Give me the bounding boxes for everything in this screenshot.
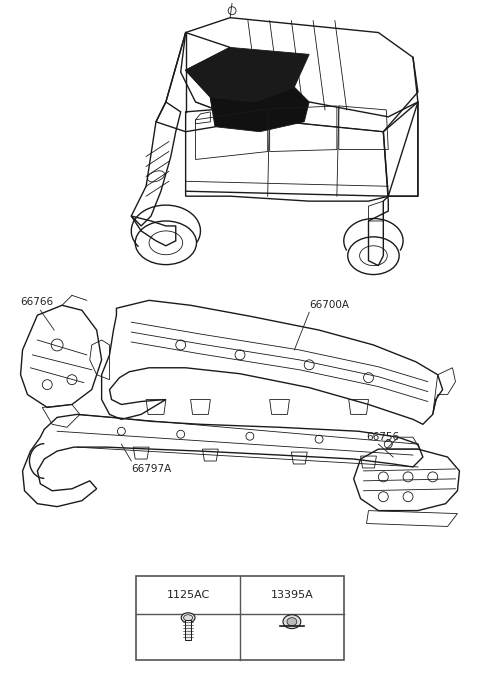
Bar xyxy=(185,620,191,639)
Ellipse shape xyxy=(287,618,297,626)
Ellipse shape xyxy=(283,615,301,629)
Text: 66766: 66766 xyxy=(21,298,54,307)
Polygon shape xyxy=(186,48,309,102)
Text: 66756: 66756 xyxy=(367,432,400,442)
Text: 66797A: 66797A xyxy=(131,464,171,474)
Text: 1125AC: 1125AC xyxy=(167,590,210,600)
Text: 13395A: 13395A xyxy=(271,590,313,600)
Text: 66700A: 66700A xyxy=(309,300,349,311)
Ellipse shape xyxy=(181,613,195,622)
Bar xyxy=(136,576,344,661)
Polygon shape xyxy=(210,87,309,131)
